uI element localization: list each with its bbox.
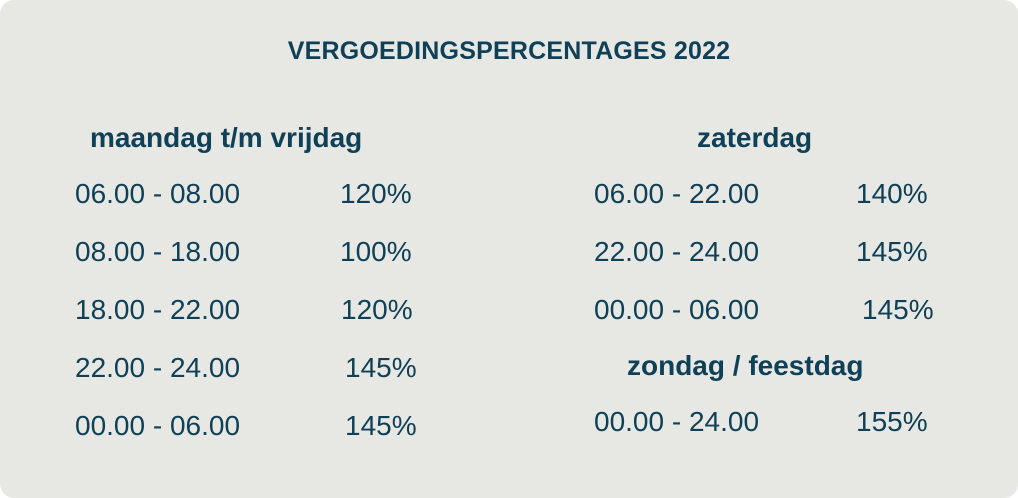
weekdays-heading: maandag t/m vrijdag xyxy=(90,122,363,153)
time-range: 06.00 - 22.00 xyxy=(594,178,760,209)
rate-percentage: 145% xyxy=(862,294,934,325)
rate-percentage: 145% xyxy=(856,236,928,267)
time-range: 00.00 - 24.00 xyxy=(594,406,760,437)
rate-percentage: 145% xyxy=(345,352,417,383)
time-range: 00.00 - 06.00 xyxy=(75,410,241,441)
sunday-holiday-heading: zondag / feestdag xyxy=(627,350,864,381)
rate-percentage: 155% xyxy=(856,406,928,437)
time-range: 22.00 - 24.00 xyxy=(594,236,760,267)
rate-percentage: 145% xyxy=(345,410,417,441)
time-range: 00.00 - 06.00 xyxy=(594,294,760,325)
time-range: 06.00 - 08.00 xyxy=(75,178,241,209)
time-range: 22.00 - 24.00 xyxy=(75,352,241,383)
rate-percentage: 100% xyxy=(340,236,412,267)
rate-percentage: 120% xyxy=(341,294,413,325)
saturday-heading: zaterdag xyxy=(697,122,813,153)
rate-percentage: 120% xyxy=(340,178,412,209)
time-range: 08.00 - 18.00 xyxy=(75,236,241,267)
page-title: VERGOEDINGSPERCENTAGES 2022 xyxy=(287,37,731,65)
rate-percentage: 140% xyxy=(856,178,928,209)
time-range: 18.00 - 22.00 xyxy=(75,294,241,325)
